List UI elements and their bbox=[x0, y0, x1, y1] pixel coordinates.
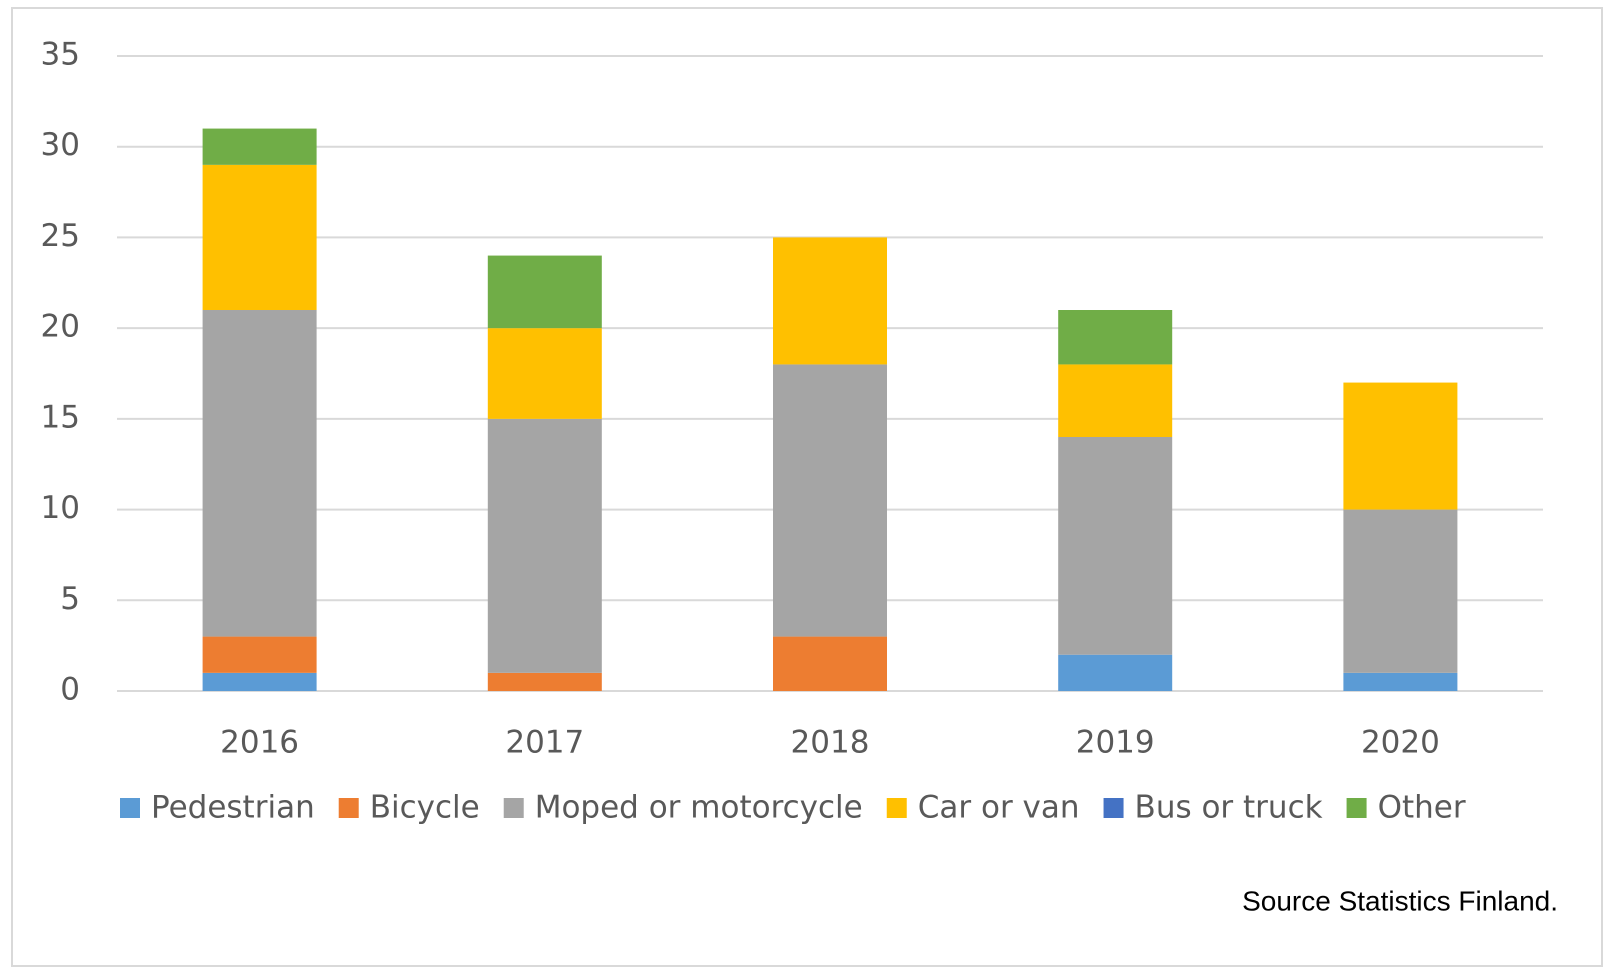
legend-label: Moped or motorcycle bbox=[535, 790, 863, 826]
bar-segment bbox=[773, 636, 887, 691]
bar-segment bbox=[1343, 509, 1458, 673]
y-tick-label: 15 bbox=[41, 399, 80, 435]
legend-swatch bbox=[886, 798, 907, 818]
bar-segment bbox=[487, 328, 602, 419]
legend-label: Bus or truck bbox=[1135, 790, 1323, 826]
legend-swatch bbox=[1103, 798, 1124, 818]
bar-segment bbox=[1058, 437, 1173, 655]
x-tick-label: 2018 bbox=[791, 725, 870, 761]
bar-segment bbox=[202, 128, 317, 165]
bar-segment bbox=[202, 310, 317, 637]
y-tick-label: 0 bbox=[60, 672, 80, 708]
x-tick-label: 2019 bbox=[1076, 725, 1155, 761]
bar-segment bbox=[487, 255, 602, 329]
bar-segment bbox=[773, 237, 887, 365]
bar-segment bbox=[202, 672, 317, 691]
legend-swatch bbox=[503, 798, 524, 818]
legend-label: Car or van bbox=[918, 790, 1080, 826]
y-tick-label: 30 bbox=[41, 127, 80, 163]
bar-segment bbox=[487, 418, 602, 673]
y-tick-label: 35 bbox=[41, 37, 80, 73]
legend-label: Pedestrian bbox=[151, 790, 315, 826]
x-tick-label: 2017 bbox=[505, 725, 584, 761]
bar-segment bbox=[1058, 654, 1173, 691]
legend-swatch bbox=[338, 798, 359, 818]
legend-swatch bbox=[120, 798, 140, 818]
bar-segment bbox=[487, 672, 602, 691]
x-tick-label: 2016 bbox=[220, 725, 299, 761]
legend-swatch bbox=[1346, 798, 1367, 818]
bar-segment bbox=[202, 636, 317, 673]
bar-segment bbox=[1058, 364, 1173, 437]
legend-label: Other bbox=[1378, 790, 1466, 826]
y-tick-label: 10 bbox=[41, 490, 80, 526]
bar-segment bbox=[773, 364, 887, 637]
legend-label: Bicycle bbox=[370, 790, 480, 826]
bar-segment bbox=[1058, 310, 1173, 365]
bar-segment bbox=[1343, 672, 1458, 691]
bar-segment bbox=[202, 164, 317, 310]
y-tick-label: 25 bbox=[41, 218, 80, 254]
source-note: Source Statistics Finland. bbox=[1242, 885, 1558, 916]
y-tick-label: 20 bbox=[41, 309, 80, 345]
x-tick-label: 2020 bbox=[1361, 725, 1440, 761]
bar-segment bbox=[1343, 382, 1458, 510]
y-tick-label: 5 bbox=[60, 581, 80, 617]
